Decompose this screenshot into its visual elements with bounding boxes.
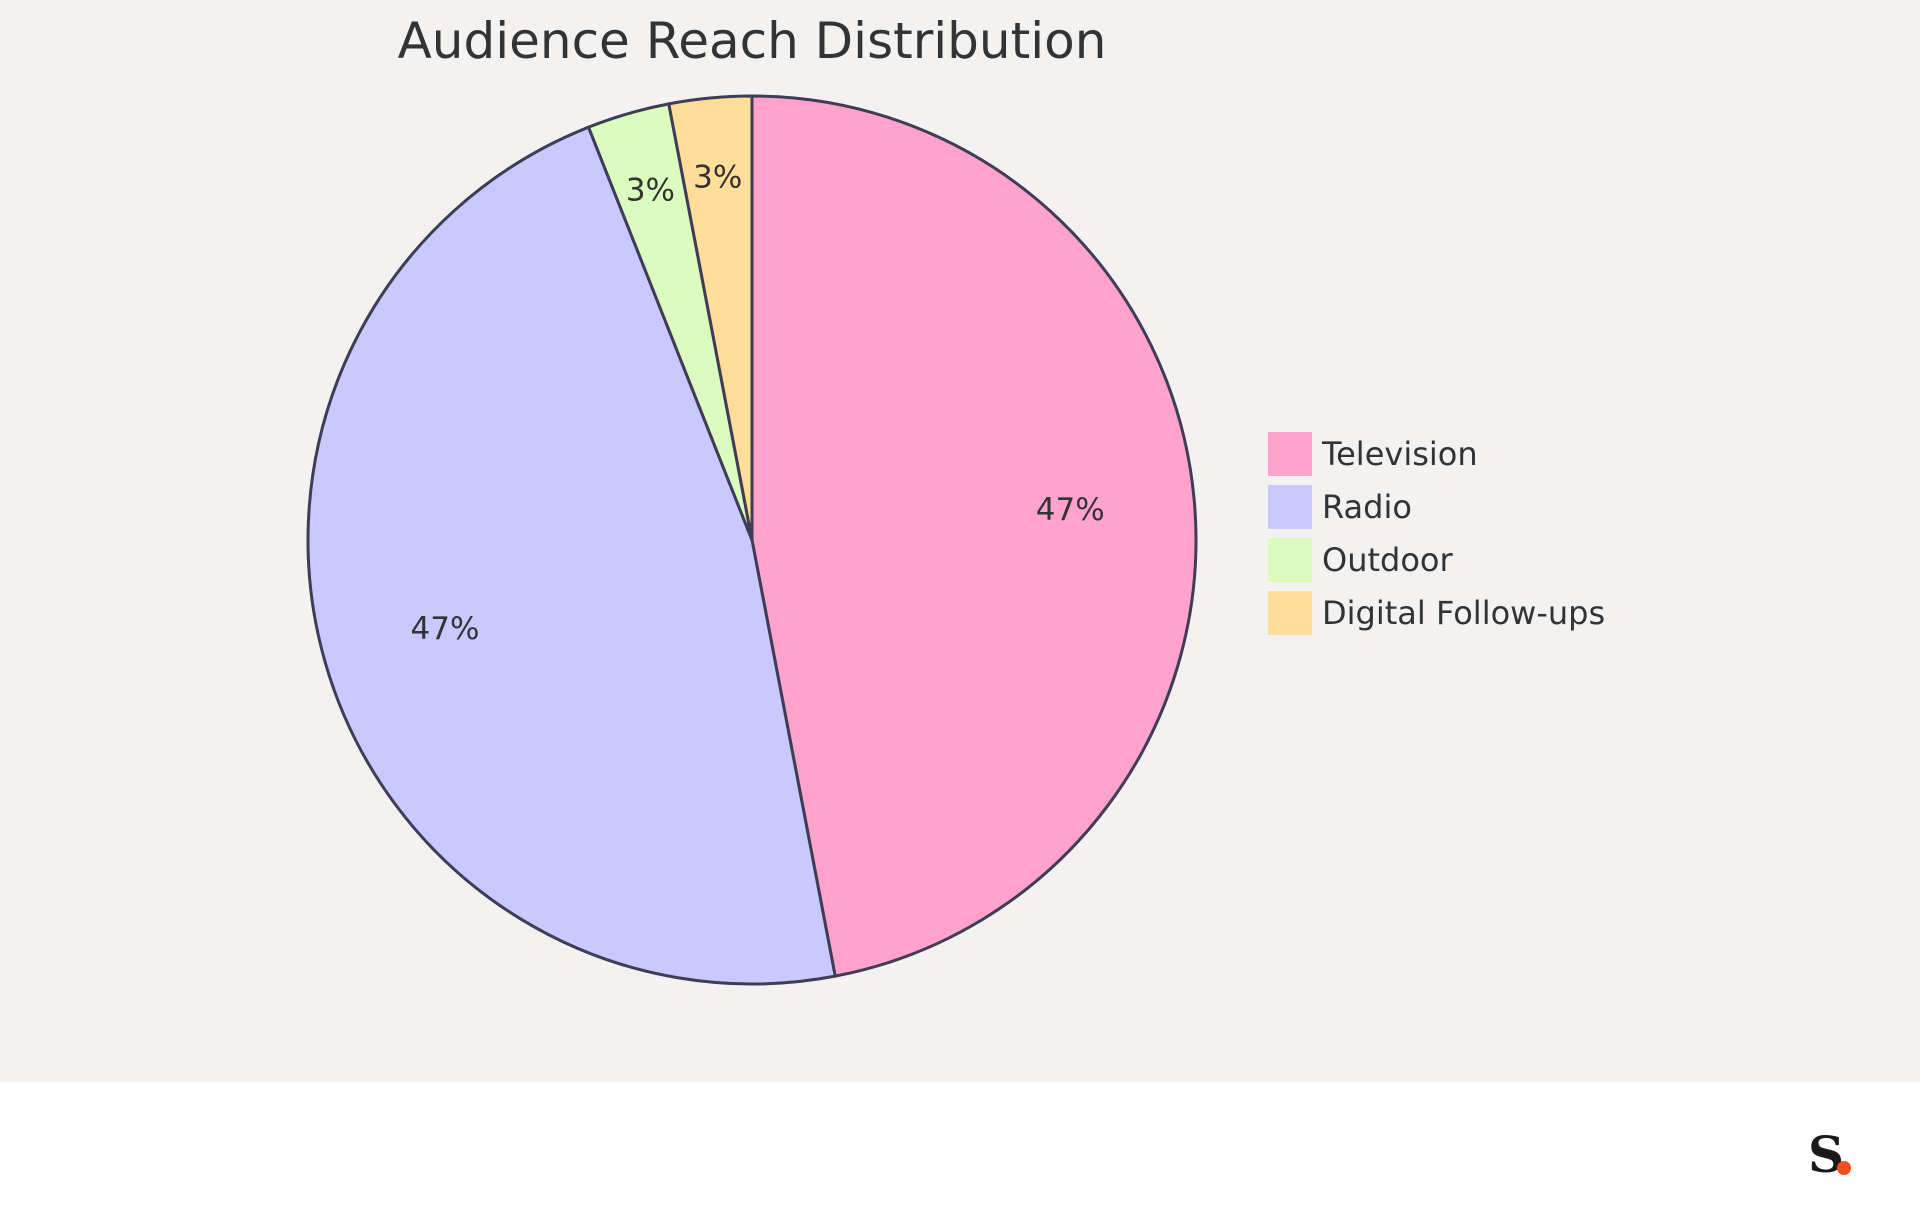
pie-slice-radio: [306, 125, 837, 986]
pie-slices: [306, 94, 1198, 986]
chart-title: Audience Reach Distribution: [398, 12, 1107, 70]
slice-label-radio: 47%: [411, 611, 480, 647]
legend-swatch-digital-follow-ups: [1268, 591, 1312, 635]
slice-label-digital-follow-ups: 3%: [693, 160, 742, 196]
legend-swatch-television: [1268, 432, 1312, 476]
legend-label-radio: Radio: [1322, 488, 1412, 526]
legend-label-digital-follow-ups: Digital Follow-ups: [1322, 594, 1605, 632]
brand-logo: S: [1808, 1125, 1851, 1180]
legend-swatch-radio: [1268, 485, 1312, 529]
footer: [0, 1082, 1920, 1215]
legend-label-television: Television: [1321, 435, 1478, 473]
slice-label-outdoor: 3%: [626, 172, 675, 208]
slice-label-television: 47%: [1036, 492, 1105, 528]
brand-logo-dot: [1837, 1161, 1851, 1175]
pie-slice-digital-follow-ups: [667, 94, 754, 542]
legend: Television Radio Outdoor Digital Follow-ups: [1268, 432, 1605, 635]
legend-label-outdoor: Outdoor: [1322, 541, 1453, 579]
chart-area: Audience Reach Distribution 47% 47% 3% 3% T…: [0, 0, 1920, 1082]
pie-slice-labels: 47% 47% 3% 3%: [411, 160, 1105, 648]
legend-swatch-outdoor: [1268, 538, 1312, 582]
pie-slice-television: [750, 94, 1198, 978]
pie-chart: Audience Reach Distribution 47% 47% 3% 3% T…: [306, 12, 1605, 986]
